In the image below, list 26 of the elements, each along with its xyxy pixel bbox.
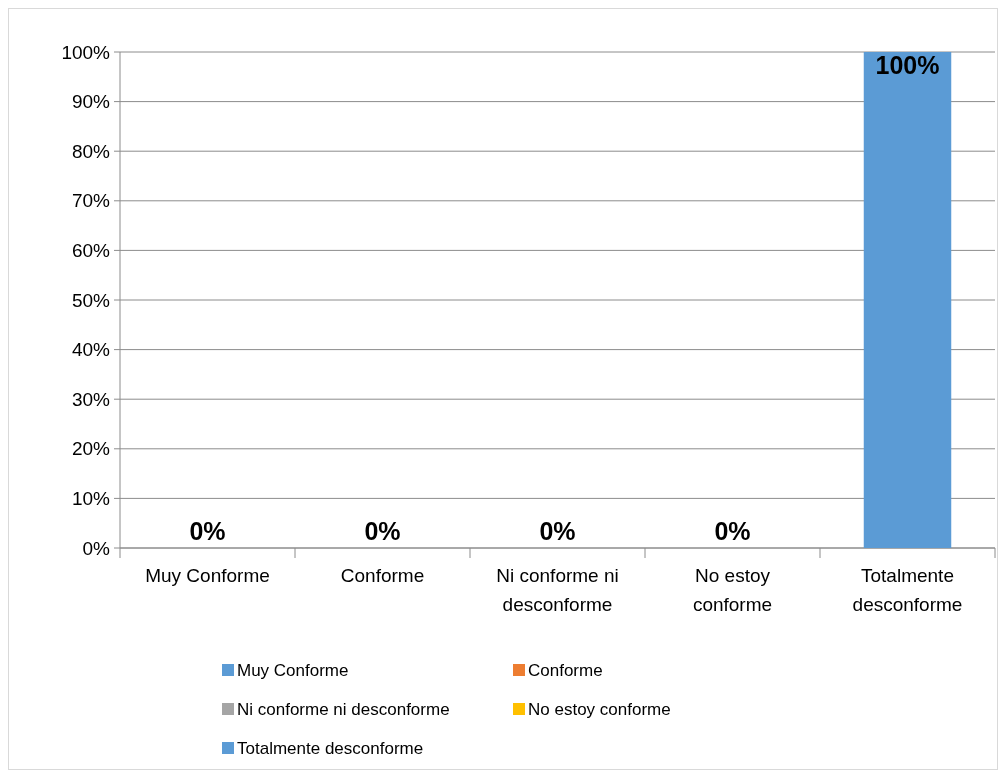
y-tick-label: 50%	[71, 289, 111, 311]
y-tick-label: 70%	[71, 190, 111, 212]
y-tick-label: 80%	[71, 140, 111, 162]
y-tick-label: 10%	[71, 488, 111, 510]
legend-label: No estoy conforme	[528, 699, 671, 719]
x-tick-label: Conforme	[340, 565, 425, 586]
y-tick-label: 40%	[71, 339, 111, 361]
x-tick-label: Ni conforme ni desconforme	[496, 565, 619, 615]
x-tick-label: No estoy conforme	[692, 565, 773, 615]
y-tick-label: 100%	[61, 41, 111, 63]
data-label: 0%	[714, 517, 751, 545]
y-tick-label: 60%	[71, 240, 111, 262]
data-label: 100%	[875, 51, 940, 79]
y-tick-label: 20%	[71, 438, 111, 460]
x-tick-label: Muy Conforme	[145, 565, 270, 586]
legend-label: Ni conforme ni desconforme	[237, 699, 450, 719]
x-tick-label: Totalmente desconforme	[852, 565, 963, 615]
y-tick-label: 90%	[71, 91, 111, 113]
legend-label: Totalmente desconforme	[237, 738, 424, 758]
data-label: 0%	[539, 517, 576, 545]
legend-label: Muy Conforme	[237, 660, 349, 680]
y-tick-label: 0%	[82, 537, 111, 559]
data-label: 0%	[364, 517, 401, 545]
legend-label: Conforme	[528, 660, 603, 680]
data-label: 0%	[189, 517, 226, 545]
y-tick-label: 30%	[71, 388, 111, 410]
